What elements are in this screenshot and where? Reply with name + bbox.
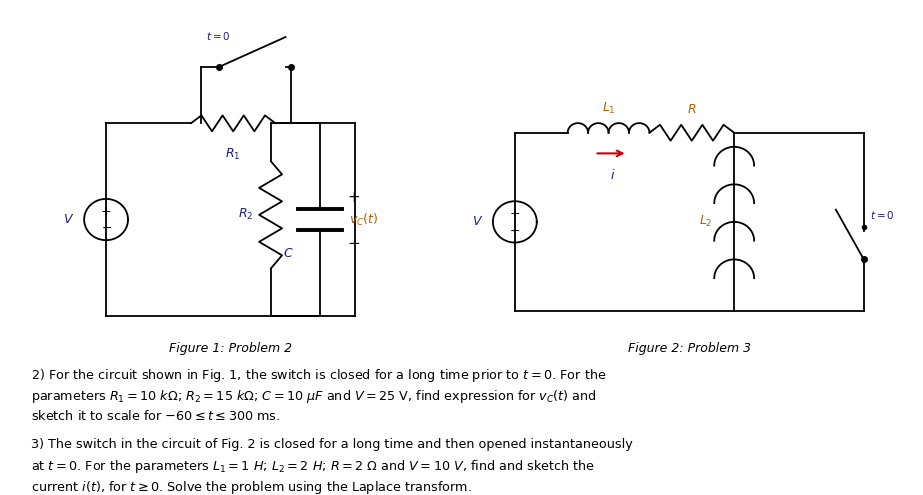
Text: 2) For the circuit shown in Fig. 1, the switch is closed for a long time prior t: 2) For the circuit shown in Fig. 1, the … — [31, 367, 606, 384]
Text: +: + — [101, 205, 112, 218]
Text: $L_1$: $L_1$ — [602, 101, 616, 116]
Text: current $i(t)$, for $t \geq 0$. Solve the problem using the Laplace transform.: current $i(t)$, for $t \geq 0$. Solve th… — [31, 479, 472, 495]
Text: +: + — [509, 207, 521, 220]
Text: parameters $R_1 = 10\ k\Omega$; $R_2 = 15\ k\Omega$; $C = 10\ \mu F$ and $V = 25: parameters $R_1 = 10\ k\Omega$; $R_2 = 1… — [31, 388, 597, 405]
Text: +: + — [347, 191, 360, 205]
Text: $R_1$: $R_1$ — [225, 147, 241, 162]
Text: $-$: $-$ — [509, 224, 521, 237]
Text: $V$: $V$ — [63, 213, 74, 226]
Text: sketch it to scale for $-60 \leq t \leq 300$ ms.: sketch it to scale for $-60 \leq t \leq … — [31, 408, 281, 423]
Text: $L_2$: $L_2$ — [699, 214, 713, 229]
Text: $v_C(t)$: $v_C(t)$ — [349, 211, 378, 228]
Text: Figure 2: Problem 3: Figure 2: Problem 3 — [628, 342, 751, 355]
Text: $C$: $C$ — [282, 247, 294, 260]
Text: $R_2$: $R_2$ — [238, 207, 253, 222]
Text: $-$: $-$ — [101, 221, 112, 234]
Text: Figure 1: Problem 2: Figure 1: Problem 2 — [169, 342, 293, 355]
Text: $-$: $-$ — [347, 234, 361, 248]
Text: 3) The switch in the circuit of Fig. 2 is closed for a long time and then opened: 3) The switch in the circuit of Fig. 2 i… — [31, 438, 633, 450]
Text: $t=0$: $t=0$ — [206, 30, 231, 42]
Text: $R$: $R$ — [687, 103, 697, 116]
Text: $t=0$: $t=0$ — [869, 209, 894, 221]
Text: $i$: $i$ — [610, 168, 616, 182]
Text: at $t = 0$. For the parameters $L_1 = 1\ H$; $L_2 = 2\ H$; $R = 2\ \Omega$ and $: at $t = 0$. For the parameters $L_1 = 1\… — [31, 458, 595, 475]
Text: $V$: $V$ — [472, 215, 483, 228]
